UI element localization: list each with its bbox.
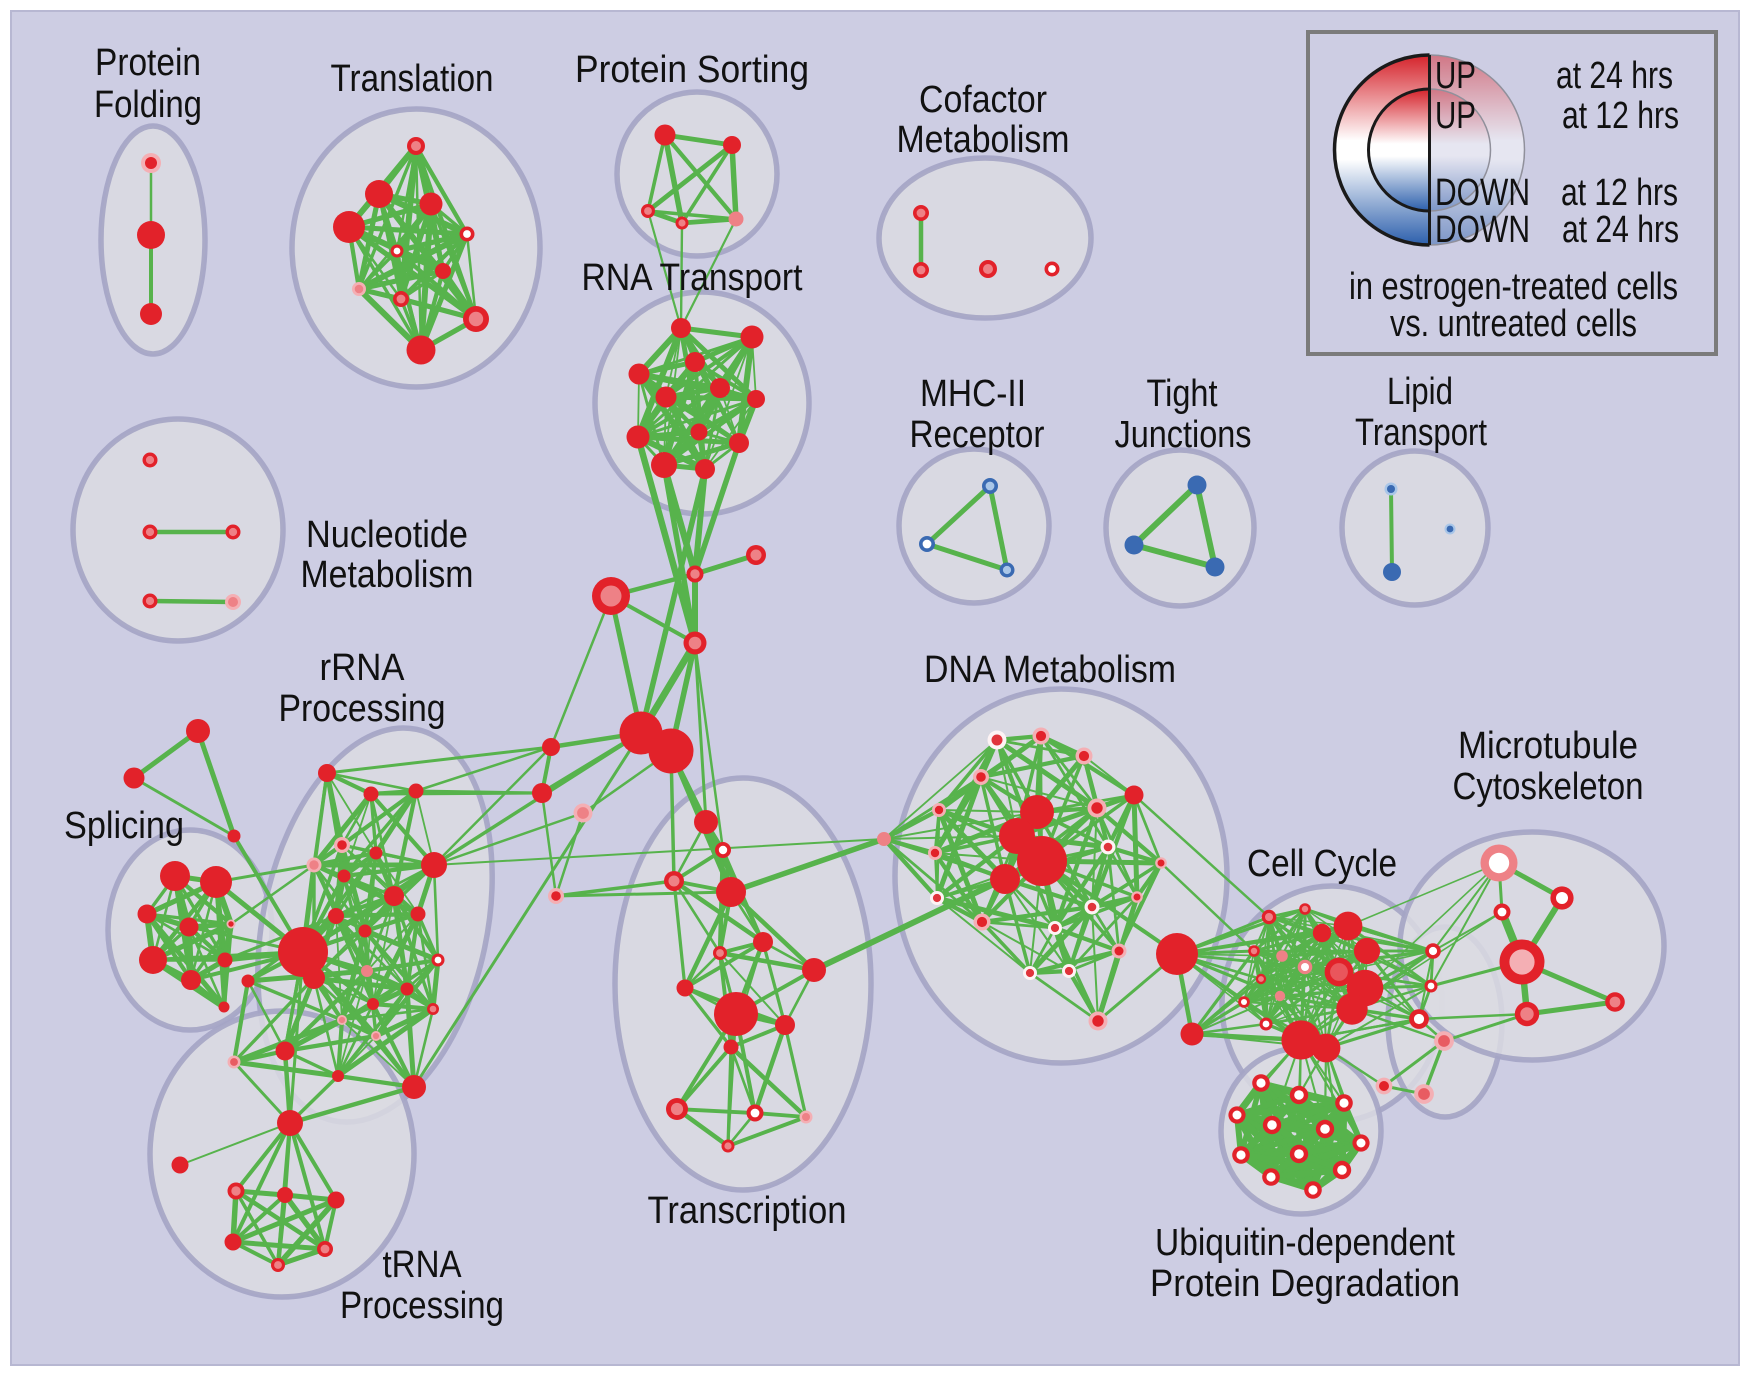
svg-text:UP: UP bbox=[1435, 95, 1476, 137]
svg-text:Processing: Processing bbox=[340, 1285, 504, 1327]
svg-text:Protein Degradation: Protein Degradation bbox=[1150, 1263, 1460, 1305]
svg-text:at 12 hrs: at 12 hrs bbox=[1561, 172, 1678, 214]
svg-text:in estrogen-treated cells: in estrogen-treated cells bbox=[1349, 266, 1678, 308]
svg-text:UP: UP bbox=[1435, 55, 1476, 97]
svg-text:Metabolism: Metabolism bbox=[897, 119, 1070, 161]
svg-text:Tight: Tight bbox=[1147, 373, 1218, 415]
svg-text:Transport: Transport bbox=[1355, 412, 1487, 454]
svg-text:RNA Transport: RNA Transport bbox=[582, 257, 803, 299]
svg-text:Ubiquitin-dependent: Ubiquitin-dependent bbox=[1155, 1222, 1455, 1264]
svg-text:rRNA: rRNA bbox=[320, 647, 406, 689]
svg-text:Nucleotide: Nucleotide bbox=[306, 514, 468, 556]
svg-text:Junctions: Junctions bbox=[1115, 414, 1252, 456]
svg-text:DNA Metabolism: DNA Metabolism bbox=[924, 649, 1176, 691]
svg-text:Protein Sorting: Protein Sorting bbox=[575, 49, 809, 91]
svg-text:Cell Cycle: Cell Cycle bbox=[1247, 843, 1397, 885]
svg-text:tRNA: tRNA bbox=[383, 1244, 463, 1286]
svg-text:DOWN: DOWN bbox=[1435, 172, 1530, 214]
svg-text:at 24 hrs: at 24 hrs bbox=[1556, 55, 1673, 97]
svg-text:Processing: Processing bbox=[279, 688, 446, 730]
svg-text:Lipid: Lipid bbox=[1387, 371, 1453, 413]
svg-text:Translation: Translation bbox=[331, 58, 494, 100]
svg-text:Cytoskeleton: Cytoskeleton bbox=[1453, 766, 1644, 808]
svg-text:DOWN: DOWN bbox=[1435, 209, 1530, 251]
svg-text:vs. untreated cells: vs. untreated cells bbox=[1390, 303, 1637, 345]
svg-text:MHC-II: MHC-II bbox=[920, 373, 1026, 415]
svg-text:Transcription: Transcription bbox=[648, 1190, 847, 1232]
svg-text:Metabolism: Metabolism bbox=[301, 554, 474, 596]
svg-text:at 12 hrs: at 12 hrs bbox=[1562, 95, 1679, 137]
svg-text:Folding: Folding bbox=[94, 84, 202, 126]
svg-text:at 24 hrs: at 24 hrs bbox=[1562, 209, 1679, 251]
svg-text:Protein: Protein bbox=[95, 42, 201, 84]
svg-text:Cofactor: Cofactor bbox=[919, 79, 1047, 121]
svg-text:Splicing: Splicing bbox=[64, 805, 184, 847]
svg-text:Microtubule: Microtubule bbox=[1458, 725, 1638, 767]
svg-text:Receptor: Receptor bbox=[910, 414, 1045, 456]
